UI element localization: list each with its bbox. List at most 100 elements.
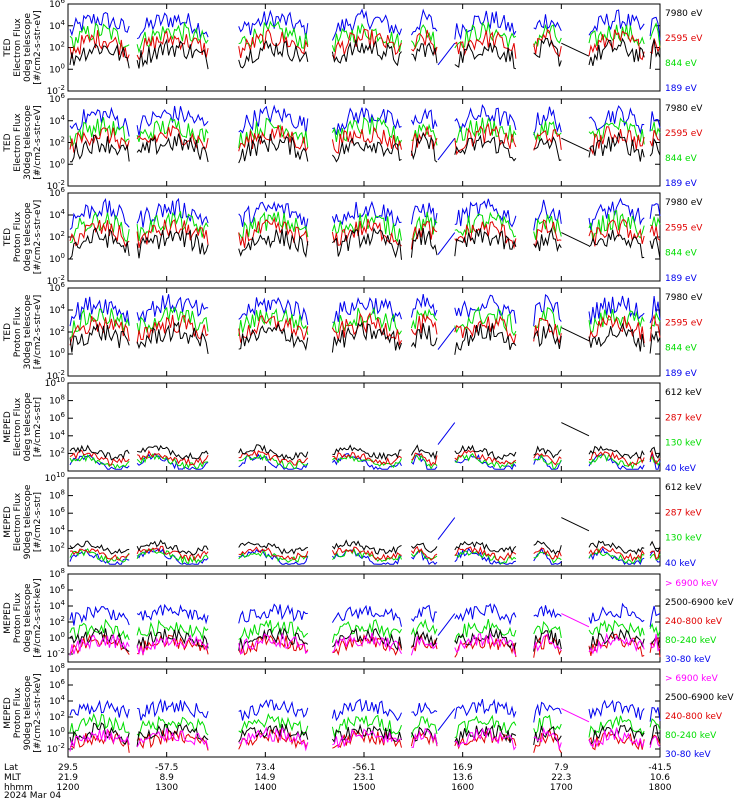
panel-4-series-4-trace-8: [588, 295, 645, 325]
panel-8-series-4-trace-1: [69, 712, 130, 738]
panel-7-gap-line-1: [437, 613, 456, 636]
panel-2-series-2-trace-4: [331, 126, 402, 154]
panel-8-series-1-trace-2: [136, 727, 209, 749]
panel-2-series-1-trace-1: [69, 134, 130, 163]
panel-2-series-4-trace-7: [533, 106, 562, 136]
panel-6-series-2-trace-8: [588, 545, 645, 562]
panel-5-series-2-trace-2: [136, 449, 209, 466]
panel-5-legend-1: 612 keV: [665, 388, 702, 398]
panel-7-ytick-label-1: 10-2: [47, 647, 65, 660]
panel-1-series-3-trace-3: [238, 20, 309, 49]
panel-4-series-1-trace-3: [238, 322, 309, 352]
panel-8-series-4-trace-8: [588, 715, 645, 738]
panel-3-series-1-trace-1: [69, 227, 130, 259]
panel-7-series-4-trace-4: [331, 619, 402, 643]
xaxis-row-2-value-7: 10.6: [650, 773, 670, 783]
panel-6-series-3-trace-9: [649, 553, 661, 561]
panel-4-series-4-trace-9: [649, 296, 661, 324]
panel-8-series-2-trace-4: [331, 723, 402, 744]
panel-8-ytick-label-6: 108: [49, 662, 65, 675]
panel-8-legend-4: 80-240 keV: [665, 731, 717, 741]
xaxis-row-3-value-7: 1800: [649, 783, 672, 793]
panel-6-legend-4: 40 keV: [665, 559, 697, 569]
panel-2-ylabel-line-1: TED: [3, 133, 13, 152]
panel-7-series-1-trace-9: [649, 633, 661, 652]
panel-4-series-2-trace-7: [533, 317, 562, 345]
panel-7-series-5-trace-4: [331, 604, 402, 627]
panel-4-ylabel-line-2: Proton Flux: [13, 306, 23, 357]
panel-3-series-4-trace-5: [410, 202, 438, 226]
panel-3-ylabel-line-3: 0deg telescope: [23, 202, 33, 272]
panel-8-series-4-trace-4: [331, 714, 402, 739]
panel-4-gap-line-2: [561, 327, 590, 342]
panel-8-series-5-trace-6: [454, 698, 517, 719]
panel-1-series-4-trace-3: [238, 9, 309, 39]
panel-6-series-2-trace-7: [533, 547, 562, 560]
panel-4-series-2-trace-4: [331, 312, 402, 347]
panel-8-series-3-trace-3: [238, 729, 309, 750]
panel-4-legend-2: 2595 eV: [665, 318, 703, 328]
panel-7-legend-4: 80-240 keV: [665, 636, 717, 646]
panel-4-series-2-trace-9: [649, 313, 661, 342]
panel-2-series-4-trace-9: [649, 111, 661, 132]
panel-8-series-4-trace-3: [238, 712, 309, 736]
panel-4-series-1-trace-9: [649, 332, 661, 354]
panel-1-ytick-label-2: 100: [49, 62, 65, 75]
panel-6-ylabel-line-3: 90deg telescope: [23, 484, 33, 559]
xaxis-row-2-value-4: 23.1: [354, 773, 374, 783]
panel-1-series-2-trace-1: [69, 30, 130, 62]
xaxis-row-1-value-3: 73.4: [255, 763, 275, 773]
panel-3-gap-line-2: [561, 232, 590, 247]
xaxis-row-1-value-4: -56.1: [352, 763, 375, 773]
panel-4-legend-3: 844 eV: [665, 344, 698, 354]
panel-6-series-4-trace-8: [588, 547, 645, 566]
panel-7-series-5-trace-2: [136, 603, 209, 625]
panel-3-ytick-label-5: 106: [49, 186, 65, 199]
panel-3-series-2-trace-3: [238, 216, 309, 248]
panel-1-series-1-trace-1: [69, 43, 130, 69]
panel-6-legend-3: 130 keV: [665, 534, 702, 544]
panel-4-series-1-trace-6: [454, 323, 517, 355]
panel-4-series-3-trace-5: [410, 308, 438, 329]
panel-6-gap-line-2: [561, 517, 590, 532]
panel-2-legend-4: 189 eV: [665, 179, 698, 189]
panel-1-ylabel-line-2: Electron Flux: [13, 18, 23, 77]
panel-5-series-4-trace-7: [533, 454, 562, 470]
panel-1-series-3-trace-4: [331, 22, 402, 52]
panel-2-series-4-trace-2: [136, 105, 209, 136]
panel-8-series-4-trace-9: [649, 718, 661, 730]
panel-8-legend-1: > 6900 keV: [665, 674, 719, 684]
panel-8-series-1-trace-4: [332, 728, 402, 748]
panel-1-series-4-trace-5: [410, 8, 438, 36]
panel-2-series-1-trace-2: [136, 133, 209, 163]
panel-3-series-3-trace-8: [588, 210, 645, 241]
panel-8-series-5-trace-4: [331, 698, 402, 722]
panel-6-ytick-label-5: 1010: [45, 471, 65, 484]
panel-8-series-2-trace-2: [136, 723, 209, 747]
panel-4-series-1-trace-1: [69, 323, 130, 353]
panel-2-series-3-trace-1: [69, 117, 130, 147]
panel-6-series-3-trace-7: [533, 551, 562, 564]
panel-8-series-3-trace-2: [136, 728, 209, 751]
panel-1-series-4-trace-2: [136, 12, 209, 40]
panel-1-series-2-trace-8: [588, 29, 645, 61]
panel-7-series-1-trace-6: [454, 632, 517, 656]
panel-3-series-3-trace-7: [533, 214, 562, 240]
panel-6-ylabel-line-4: [#/cm2-s-str]: [33, 492, 43, 552]
panel-7-ytick-label-6: 108: [49, 567, 65, 580]
panel-3-series-1-trace-5: [410, 228, 438, 258]
panel-6-series-3-trace-6: [454, 550, 517, 565]
panel-7-series-4-trace-2: [136, 619, 209, 641]
panel-4-gap-line-1: [437, 327, 456, 350]
panel-4-series-3-trace-1: [69, 308, 130, 338]
panel-7-legend-2: 2500-6900 keV: [665, 598, 734, 608]
panel-5-series-3-trace-3: [238, 454, 309, 470]
panel-7-legend-1: > 6900 keV: [665, 579, 719, 589]
panel-5-ytick-label-5: 1010: [45, 376, 65, 389]
panel-3-series-2-trace-9: [649, 225, 661, 241]
panel-5-series-2-trace-4: [332, 451, 402, 465]
panel-4-series-4-trace-2: [136, 294, 209, 323]
panel-6-series-2-trace-6: [454, 545, 517, 562]
panel-8-series-1-trace-5: [411, 727, 438, 748]
panel-2-series-3-trace-5: [411, 123, 438, 146]
